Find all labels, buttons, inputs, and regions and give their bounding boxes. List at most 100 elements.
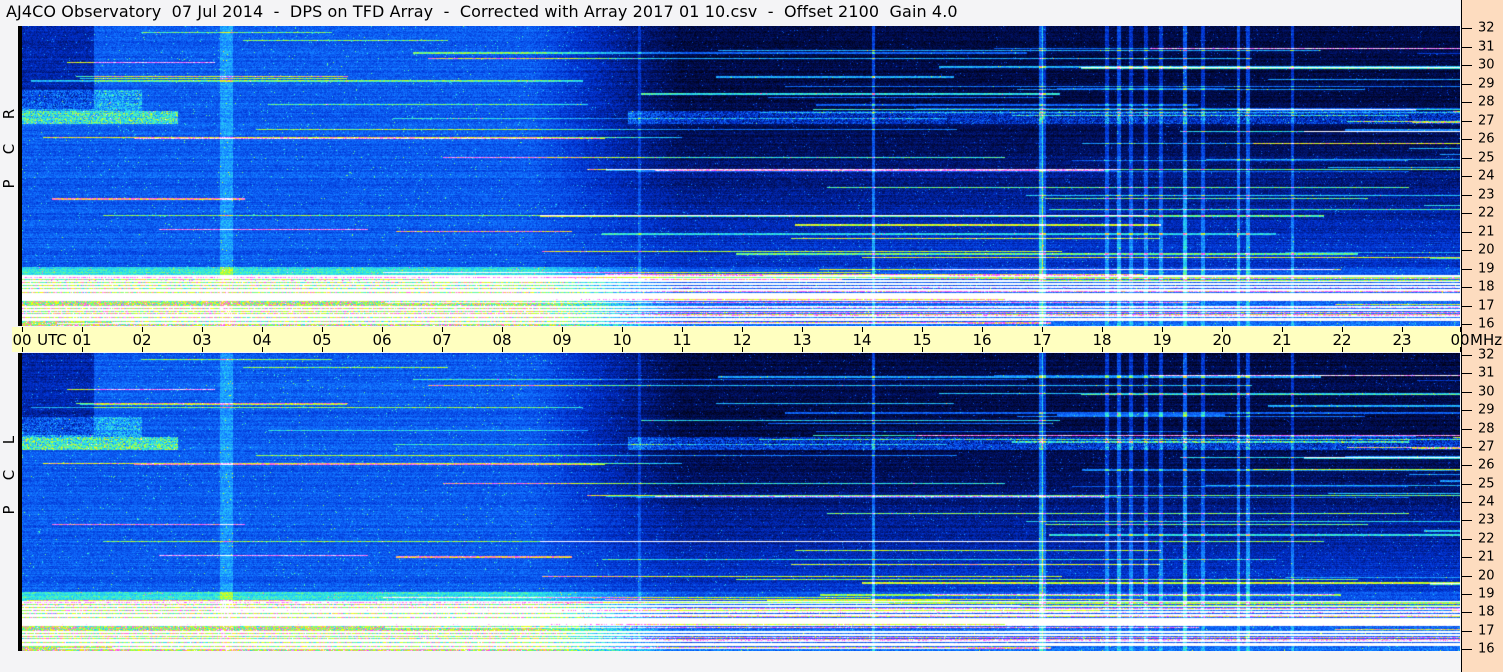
rcp-spectrogram <box>22 26 1460 326</box>
y-tick <box>1462 539 1472 540</box>
y-tick-label: 21 <box>1478 549 1495 565</box>
x-tick <box>1222 347 1223 352</box>
y-tick <box>1462 429 1472 430</box>
y-tick <box>1462 232 1472 233</box>
x-tick <box>202 327 203 332</box>
x-tick-label: 22 <box>1332 331 1352 349</box>
polarization-label: C <box>0 470 18 481</box>
y-tick <box>1462 410 1472 411</box>
x-tick-label: 20 <box>1212 331 1232 349</box>
x-tick <box>262 327 263 332</box>
y-tick <box>1462 47 1472 48</box>
y-tick <box>1462 195 1472 196</box>
x-tick <box>1402 347 1403 352</box>
x-tick-label: 00 <box>12 331 32 349</box>
x-tick <box>862 347 863 352</box>
y-tick <box>1462 139 1472 140</box>
x-tick <box>1402 327 1403 332</box>
x-tick <box>22 327 23 332</box>
y-tick <box>1462 465 1472 466</box>
x-tick <box>742 327 743 332</box>
x-tick <box>802 347 803 352</box>
x-tick <box>802 327 803 332</box>
y-tick <box>1462 213 1472 214</box>
y-tick-label: 26 <box>1478 457 1495 473</box>
x-tick <box>1222 327 1223 332</box>
y-tick <box>1462 324 1472 325</box>
x-tick <box>262 347 263 352</box>
x-tick <box>142 327 143 332</box>
x-tick <box>382 327 383 332</box>
x-tick-label: 05 <box>312 331 332 349</box>
x-tick <box>682 347 683 352</box>
x-tick <box>442 327 443 332</box>
y-tick-label: 18 <box>1478 279 1495 295</box>
x-tick-label: 04 <box>252 331 272 349</box>
x-tick <box>442 347 443 352</box>
y-tick <box>1462 176 1472 177</box>
y-tick <box>1462 287 1472 288</box>
y-tick <box>1462 557 1472 558</box>
x-tick-label: 00 <box>1450 331 1470 349</box>
y-tick-label: 31 <box>1478 39 1495 55</box>
x-tick <box>1282 327 1283 332</box>
x-tick-label: 19 <box>1152 331 1172 349</box>
x-tick <box>922 347 923 352</box>
x-tick <box>682 327 683 332</box>
x-tick-label: 07 <box>432 331 452 349</box>
y-tick <box>1462 392 1472 393</box>
x-tick-label: 14 <box>852 331 872 349</box>
y-tick-label: 19 <box>1478 586 1495 602</box>
y-tick-label: 22 <box>1478 205 1495 221</box>
y-tick <box>1462 306 1472 307</box>
y-tick <box>1462 594 1472 595</box>
y-tick-label: 20 <box>1478 242 1495 258</box>
x-tick <box>1162 347 1163 352</box>
y-tick <box>1462 102 1472 103</box>
x-tick <box>1282 347 1283 352</box>
x-tick <box>562 347 563 352</box>
y-tick <box>1462 447 1472 448</box>
x-tick <box>1460 327 1461 332</box>
y-tick-label: 18 <box>1478 604 1495 620</box>
y-tick-label: 21 <box>1478 224 1495 240</box>
y-tick-label: 23 <box>1478 187 1495 203</box>
x-tick <box>382 347 383 352</box>
x-tick <box>622 327 623 332</box>
x-tick <box>82 327 83 332</box>
y-tick <box>1462 121 1472 122</box>
y-tick <box>1462 28 1472 29</box>
y-tick-label: 24 <box>1478 494 1495 510</box>
y-tick <box>1462 250 1472 251</box>
y-tick-label: 29 <box>1478 76 1495 92</box>
y-tick <box>1462 158 1472 159</box>
y-tick <box>1462 631 1472 632</box>
polarization-label: R <box>0 108 18 120</box>
x-tick-label: 18 <box>1092 331 1112 349</box>
x-tick-label: 08 <box>492 331 512 349</box>
y-tick-label: 31 <box>1478 365 1495 381</box>
x-tick-label: 12 <box>732 331 752 349</box>
y-tick-label: 28 <box>1478 94 1495 110</box>
x-tick-label: 10 <box>612 331 632 349</box>
y-tick-label: 20 <box>1478 568 1495 584</box>
y-tick <box>1462 520 1472 521</box>
x-tick-label: 11 <box>672 331 692 349</box>
y-tick-label: 25 <box>1478 150 1495 166</box>
panel-edge <box>18 26 23 326</box>
y-tick-label: 29 <box>1478 402 1495 418</box>
x-tick <box>982 327 983 332</box>
y-tick-label: 32 <box>1478 20 1495 36</box>
x-tick <box>622 347 623 352</box>
y-tick <box>1462 373 1472 374</box>
x-tick <box>1102 347 1103 352</box>
y-tick-label: 28 <box>1478 421 1495 437</box>
x-tick-label: 03 <box>192 331 212 349</box>
y-tick <box>1462 649 1472 650</box>
y-tick <box>1462 355 1472 356</box>
x-tick-label: 16 <box>972 331 992 349</box>
y-tick <box>1462 576 1472 577</box>
y-tick <box>1462 84 1472 85</box>
x-tick <box>1042 347 1043 352</box>
y-tick-label: 22 <box>1478 531 1495 547</box>
